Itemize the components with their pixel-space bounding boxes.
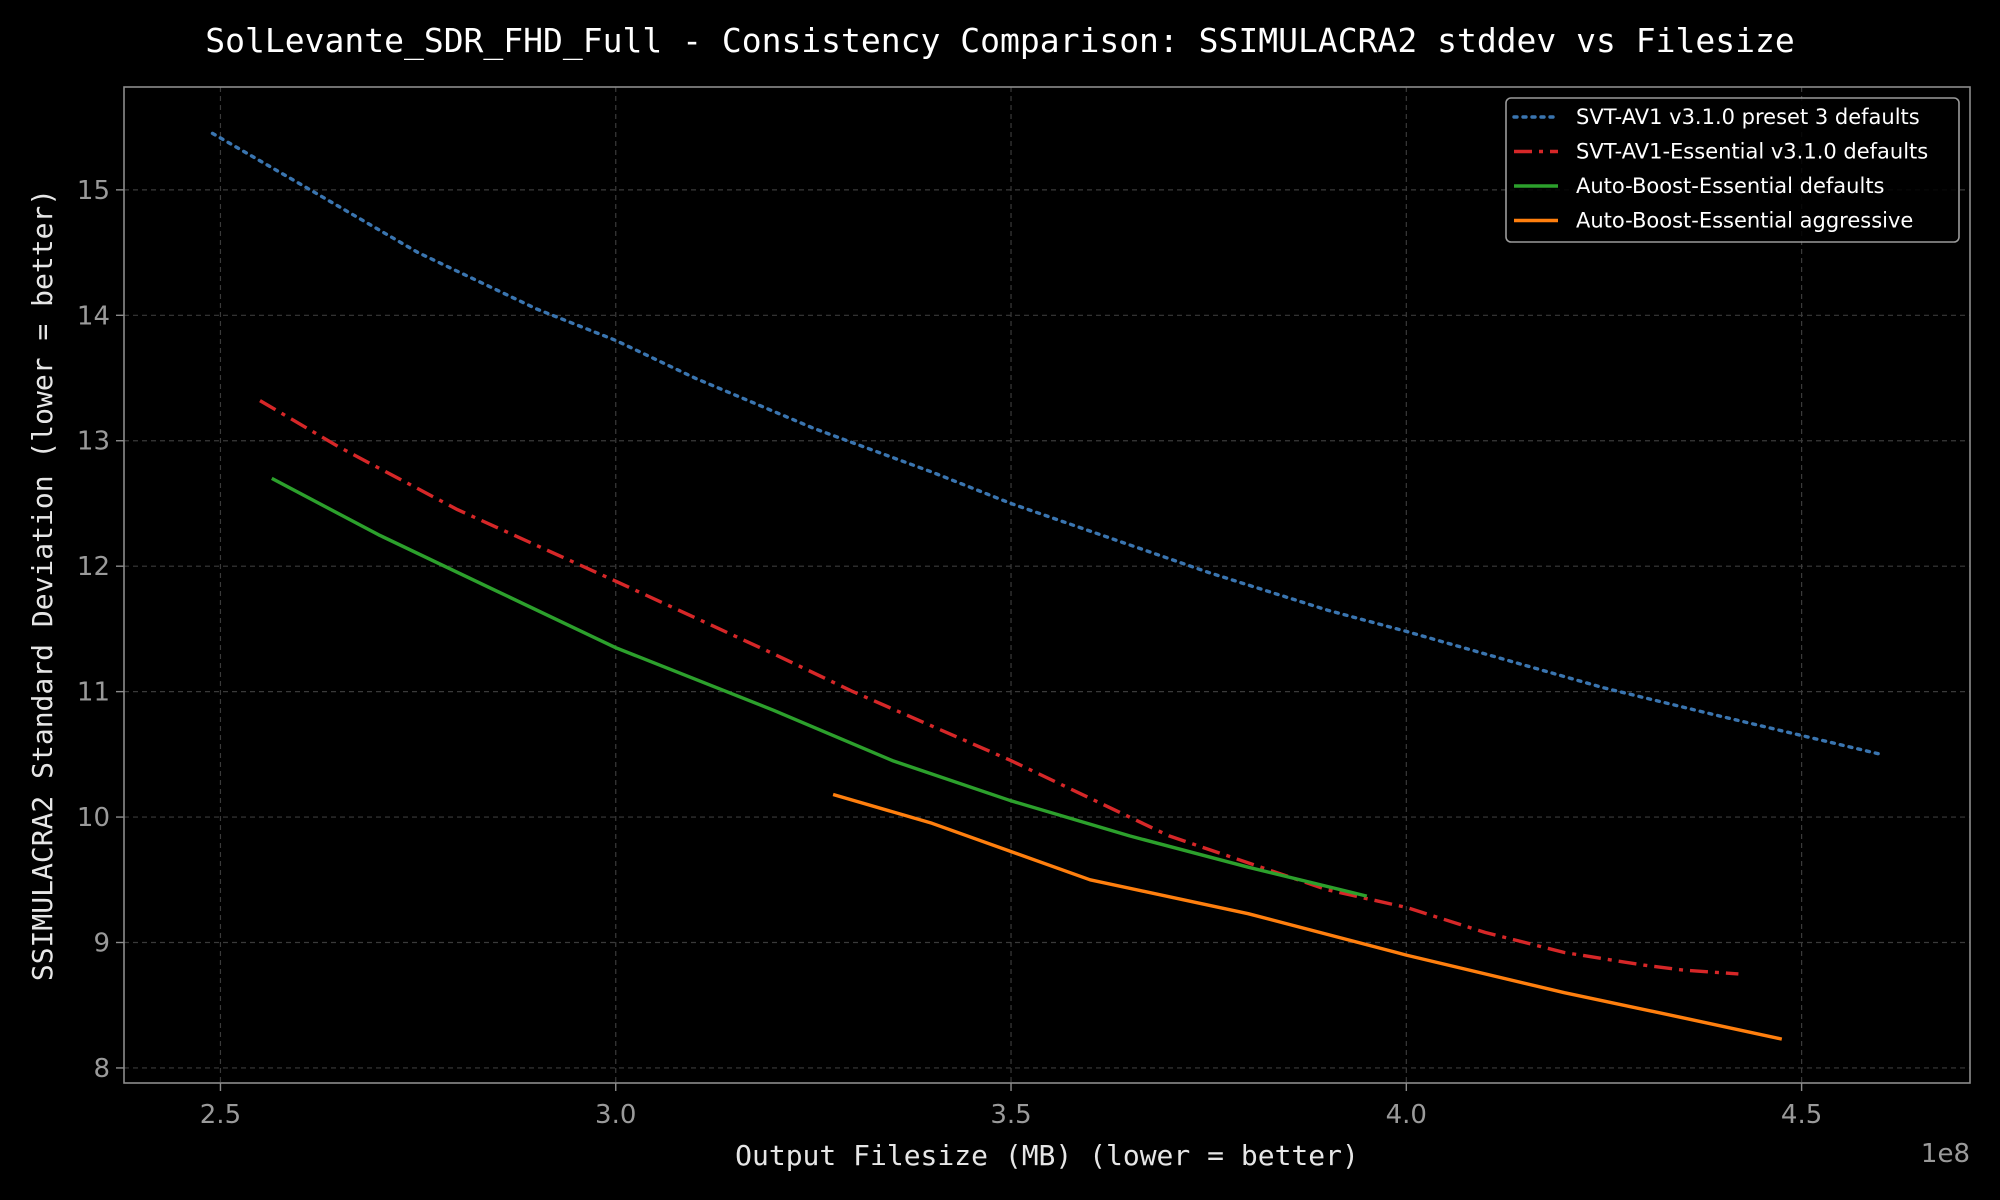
y-tick-label: 8 xyxy=(93,1054,110,1084)
x-tick-label: 4.5 xyxy=(1781,1100,1822,1130)
legend-label-2: SVT-AV1-Essential v3.1.0 defaults xyxy=(1576,140,1928,164)
x-axis-offset-label: 1e8 xyxy=(1921,1139,1970,1169)
y-tick-label: 14 xyxy=(77,301,110,331)
y-tick-label: 10 xyxy=(77,803,110,833)
y-tick-label: 11 xyxy=(77,678,110,708)
series-line-4 xyxy=(832,792,1783,1041)
legend-box xyxy=(1505,97,1960,243)
legend: SVT-AV1 v3.1.0 preset 3 defaults SVT-AV1-… xyxy=(1505,97,1960,243)
series-line-1 xyxy=(210,131,1883,756)
legend-label-3: Auto-Boost-Essential defaults xyxy=(1576,174,1885,198)
x-tick-label: 2.5 xyxy=(200,1100,241,1130)
y-tick-label: 13 xyxy=(77,427,110,457)
chart-title: SolLevante_SDR_FHD_Full - Consistency Co… xyxy=(205,21,1794,61)
plot-frame xyxy=(123,86,1971,1084)
legend-label-4: Auto-Boost-Essential aggressive xyxy=(1576,209,1913,233)
x-tick-label: 3.0 xyxy=(595,1100,636,1130)
series-line-2 xyxy=(259,399,1739,976)
axis-ticks: 2.5 3.0 3.5 4.0 4.5 8 9 10 11 12 13 14 15 xyxy=(77,176,1822,1130)
legend-items: SVT-AV1 v3.1.0 preset 3 defaults SVT-AV1-… xyxy=(1512,105,1928,233)
y-tick-label: 15 xyxy=(77,176,110,206)
grid-lines xyxy=(124,87,1970,1083)
x-tick-label: 4.0 xyxy=(1386,1100,1427,1130)
y-axis-label: SSIMULACRA2 Standard Deviation (lower = … xyxy=(26,189,59,981)
series-line-3 xyxy=(271,476,1368,898)
legend-label-1: SVT-AV1 v3.1.0 preset 3 defaults xyxy=(1576,105,1920,129)
x-axis-label: Output Filesize (MB) (lower = better) xyxy=(735,1139,1359,1172)
y-tick-label: 9 xyxy=(93,929,110,959)
x-tick-label: 3.5 xyxy=(990,1100,1031,1130)
plot-series xyxy=(210,131,1883,1041)
y-tick-label: 12 xyxy=(77,552,110,582)
